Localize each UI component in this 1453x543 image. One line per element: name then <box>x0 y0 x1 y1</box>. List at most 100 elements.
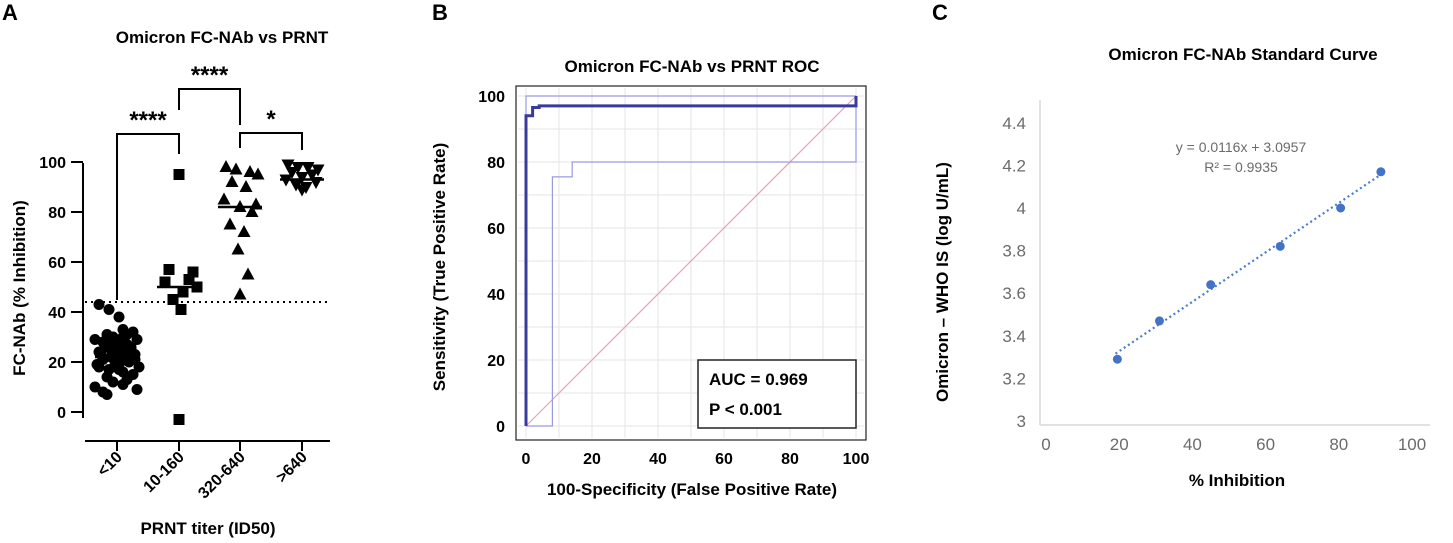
data-point <box>1336 203 1346 213</box>
panel-b-y-axis-label: Sensitivity (True Positive Rate) <box>430 143 449 391</box>
significance-label: **** <box>191 62 229 89</box>
panel-b-title: Omicron FC-NAb vs PRNT ROC <box>564 57 819 76</box>
group-4-point <box>285 167 299 179</box>
group-1-point <box>101 389 113 400</box>
panel-a-y-tick: 60 <box>48 255 66 272</box>
panel-a-y-ticks: 0 20 40 60 80 100 <box>39 155 66 422</box>
group-3-point <box>225 175 239 187</box>
trendline <box>1114 172 1384 355</box>
panel-a-y-tick: 100 <box>39 155 66 172</box>
panel-b-x-tick: 40 <box>649 451 667 468</box>
group-3-point <box>223 217 237 230</box>
group-3-point <box>229 162 243 175</box>
panel-c-y-tick: 3.8 <box>1002 242 1026 261</box>
panel-c-y-tick: 4 <box>1017 199 1026 218</box>
panel-c-y-tick: 3 <box>1017 412 1026 431</box>
panel-a-x-ticks: <10 10-160 320-640 >640 <box>95 449 311 503</box>
panel-b-y-tick: 100 <box>478 89 505 106</box>
panel-a-x-axis-label: PRNT titer (ID50) <box>140 519 275 538</box>
group-3-point <box>233 287 247 300</box>
panel-c-x-tick: 60 <box>1256 435 1275 454</box>
group-1-point <box>103 304 115 315</box>
panel-b: B Omicron FC-NAb vs PRNT ROC Sensitivity… <box>430 0 869 499</box>
series-lower-ci <box>526 96 857 427</box>
auc-label: AUC = 0.969 <box>709 370 808 389</box>
group-4-point <box>291 162 305 174</box>
panel-b-y-tick: 20 <box>487 353 505 370</box>
group-3-point <box>251 167 265 180</box>
auc-box <box>697 359 857 429</box>
panel-c-y-ticks: 3 3.2 3.4 3.6 3.8 4 4.2 4.4 <box>1002 114 1026 431</box>
group-3-point <box>245 205 259 217</box>
data-point <box>1112 354 1122 364</box>
data-point <box>1154 316 1164 326</box>
panel-c-y-tick: 4.4 <box>1002 114 1026 133</box>
panel-c-y-tick: 4.2 <box>1002 156 1026 175</box>
data-point <box>1275 241 1285 251</box>
group-2-point <box>159 276 171 288</box>
group-1-point <box>117 379 129 390</box>
panel-c-x-ticks: 0 20 40 60 80 100 <box>1041 435 1426 454</box>
group-1-point <box>93 361 105 373</box>
group-4-point <box>305 169 319 182</box>
panel-c-x-tick: 80 <box>1329 435 1348 454</box>
group-2-point <box>183 274 195 285</box>
panel-b-x-tick: 60 <box>715 451 733 468</box>
series-reference <box>525 95 857 427</box>
group-4-point <box>295 184 309 197</box>
panel-b-x-tick: 80 <box>781 451 799 468</box>
panel-a-x-tick: 320-640 <box>195 449 249 503</box>
panel-a-x-tick: 10-160 <box>141 449 188 496</box>
group-2-point <box>175 304 187 315</box>
group-4-point <box>289 179 303 192</box>
panel-b-x-tick: 0 <box>522 451 531 468</box>
significance-label: **** <box>129 107 167 134</box>
group-1-point <box>123 356 135 368</box>
panel-c-y-tick: 3.6 <box>1002 284 1026 303</box>
group-1-point <box>133 361 145 373</box>
group-3-point <box>231 242 245 255</box>
group-4-point <box>301 162 315 174</box>
panel-a-significance: **** **** * <box>129 62 276 134</box>
group-2-point <box>167 294 179 305</box>
data-point <box>1376 167 1386 177</box>
panel-b-y-tick: 40 <box>487 287 505 304</box>
group-3-point <box>217 192 231 205</box>
panel-b-y-ticks: 0 20 40 60 80 100 <box>478 89 505 436</box>
panel-c-x-tick: 100 <box>1398 435 1426 454</box>
group-2-point <box>173 414 185 425</box>
group-1-point <box>113 311 125 323</box>
group-1-point <box>89 381 101 393</box>
panel-b-y-tick: 80 <box>487 155 505 172</box>
group-2-point <box>177 286 189 298</box>
panel-a-y-tick: 0 <box>57 405 66 422</box>
panel-b-plot-frame <box>515 85 867 441</box>
panel-c-letter: C <box>932 0 948 25</box>
group-4-point <box>295 172 309 184</box>
group-2-point <box>187 266 199 278</box>
panel-a-y-tick: 20 <box>48 355 66 372</box>
panel-a-x-tick: >640 <box>273 449 311 487</box>
panel-c-y-tick: 3.4 <box>1002 327 1026 346</box>
trendline-equation: y = 0.0116x + 3.0957 <box>1176 139 1307 155</box>
panel-b-x-tick: 20 <box>583 451 601 468</box>
significance-label: * <box>266 106 276 133</box>
group-4-point <box>311 164 325 177</box>
panel-a-y-tick: 40 <box>48 305 66 322</box>
panel-b-y-tick: 0 <box>496 419 505 436</box>
trendline-r-squared: R² = 0.9935 <box>1204 159 1278 175</box>
panel-a-x-tick: <10 <box>95 449 126 480</box>
panel-a-letter: A <box>2 0 18 25</box>
group-1-point <box>93 299 105 310</box>
group-3-point <box>237 225 251 237</box>
group-3-point <box>239 180 253 192</box>
series-roc <box>524 96 858 426</box>
significance-bracket <box>116 133 180 300</box>
group-4-point <box>281 159 295 172</box>
panel-b-series <box>524 95 858 427</box>
p-value-label: P < 0.001 <box>709 400 782 419</box>
panel-c: C Omicron FC-NAb Standard Curve Omicron … <box>932 0 1430 490</box>
panel-a-y-axis-label: FC-NAb (% Inhibition) <box>10 200 29 376</box>
significance-bracket <box>239 132 303 150</box>
